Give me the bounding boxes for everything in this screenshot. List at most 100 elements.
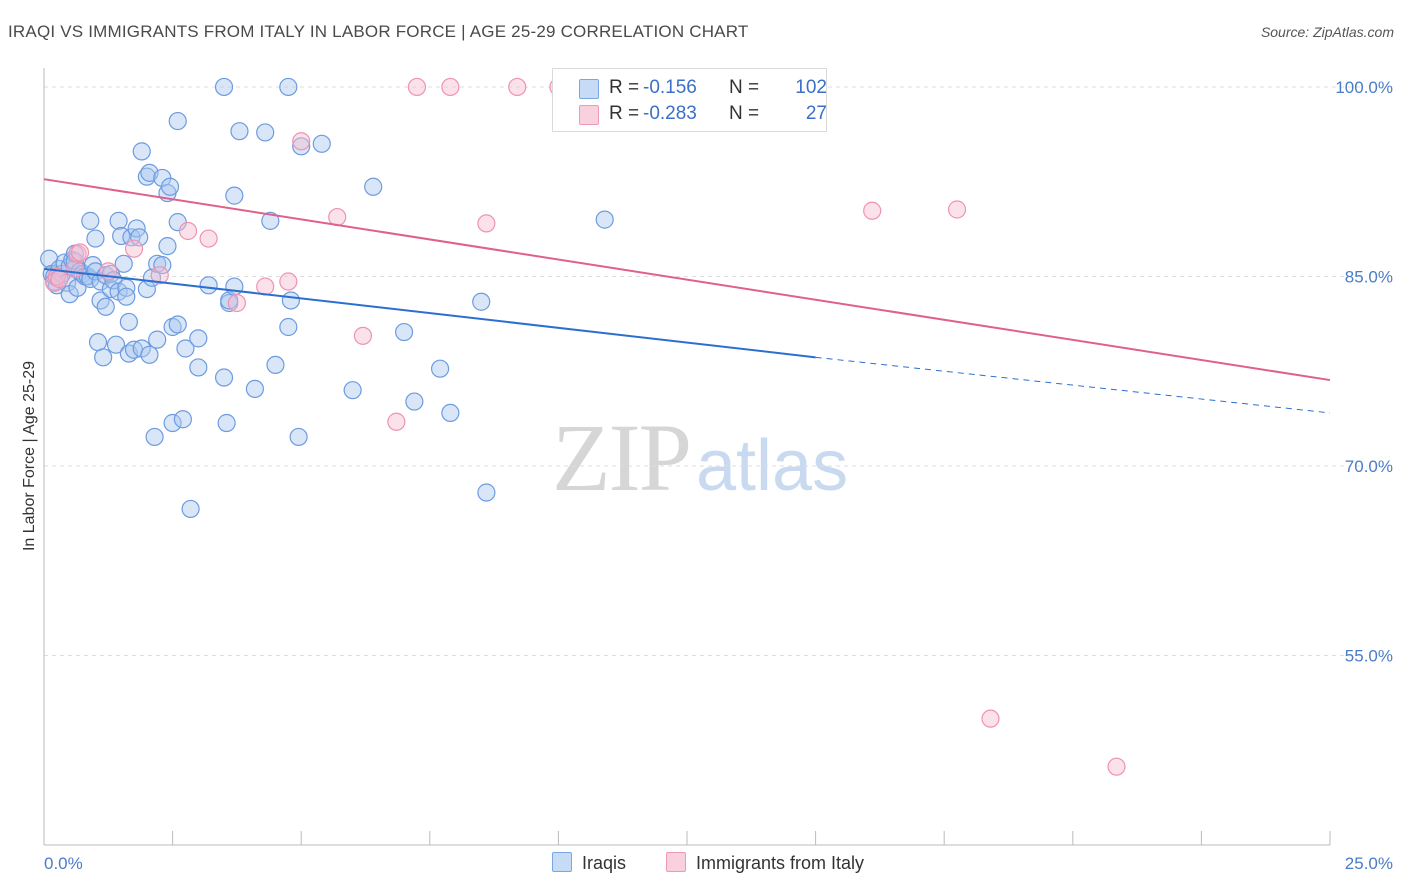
italy-trend-line [43, 178, 1331, 382]
iraqi-point [176, 339, 195, 358]
iraqi-point [181, 499, 200, 519]
legend-n-label: N = [729, 77, 760, 98]
iraqi-point [430, 359, 450, 378]
italy-point [199, 229, 218, 248]
y-tick-label: 55.0% [1345, 646, 1393, 665]
iraqi-point [281, 291, 301, 310]
chart-title: IRAQI VS IMMIGRANTS FROM ITALY IN LABOR … [8, 22, 749, 41]
italy-point [50, 269, 69, 289]
iraqi-point [343, 381, 362, 400]
iraqi-point [279, 77, 298, 97]
bottom-legend-swatch-iraqis [552, 852, 572, 872]
italy-point [407, 77, 427, 97]
iraqi-point [230, 122, 249, 141]
iraqi-point [96, 297, 115, 316]
italy-point [47, 267, 66, 286]
italy-point [65, 259, 84, 278]
iraqi-point [279, 317, 298, 337]
italy-point [70, 243, 90, 262]
iraqi-point [168, 315, 187, 334]
iraqis-trend-extension [815, 356, 1331, 414]
bottom-legend-iraqis: Iraqis [552, 852, 626, 874]
italy-point [256, 277, 275, 296]
x-tick-label: 0.0% [44, 854, 83, 873]
italy-point [279, 272, 298, 291]
italy-point [863, 201, 882, 220]
italy-point [508, 77, 527, 97]
legend-r-value: -0.156 [643, 77, 697, 98]
grid-layer [44, 86, 1360, 656]
x-tick-label: 25.0% [1345, 854, 1393, 873]
iraqi-point [88, 333, 108, 352]
iraqi-point [94, 348, 113, 367]
iraqi-point [158, 237, 177, 256]
iraqi-point [292, 137, 311, 156]
italy-point [441, 77, 460, 97]
iraqi-point [117, 287, 136, 306]
iraqi-point [595, 210, 614, 229]
tick-labels: 55.0% 70.0% 85.0% 100.0% 0.0% 25.0% [44, 78, 1393, 873]
bottom-legend-label-iraqis: Iraqis [582, 853, 627, 873]
italy-point [328, 207, 347, 227]
iraqis-trend-line [43, 267, 816, 359]
iraqi-point [225, 186, 244, 205]
legend-r-label: R = [609, 77, 640, 98]
iraqi-point [173, 410, 192, 429]
y-tick-label: 85.0% [1345, 267, 1393, 286]
iraqi-point [472, 292, 491, 311]
iraqi-point [189, 329, 208, 348]
watermark-zip: ZIP [552, 404, 692, 511]
iraqi-point [199, 276, 218, 295]
legend-n-label: N = [729, 103, 760, 124]
iraqi-point [477, 483, 496, 502]
iraqi-point [214, 77, 234, 97]
legend-r-value: -0.283 [643, 103, 697, 124]
italy-point [981, 709, 1000, 728]
iraqi-point [122, 228, 141, 247]
iraqi-point [140, 345, 159, 364]
iraqi-point [364, 177, 383, 196]
iraqi-point [86, 229, 105, 248]
y-tick-label: 70.0% [1345, 457, 1393, 476]
legend-n-value: 102 [795, 77, 827, 98]
iraqi-point [168, 111, 187, 131]
iraqi-point [81, 211, 100, 230]
italy-point [227, 293, 246, 313]
legend-swatch-italy [579, 105, 599, 125]
iraqi-point [261, 211, 280, 230]
italy-point [387, 412, 406, 431]
y-tick-label: 100.0% [1335, 78, 1393, 97]
italy-point [150, 266, 169, 285]
iraqi-point [312, 134, 331, 153]
iraqi-point [245, 379, 265, 399]
iraqi-point [289, 427, 308, 447]
iraqi-point [160, 177, 180, 196]
iraqi-point [114, 254, 133, 273]
iraqi-point [109, 211, 128, 230]
iraqis-points [40, 77, 614, 519]
iraqi-point [405, 392, 424, 411]
stats-legend: R = -0.156 N = 102 R = -0.283 N = 27 [552, 68, 827, 132]
italy-point [353, 326, 373, 345]
iraqi-point [189, 358, 208, 377]
iraqi-point [163, 317, 182, 337]
iraqi-point [148, 330, 167, 349]
axis-layer [43, 68, 1331, 846]
source-label: Source: ZipAtlas.com [1260, 24, 1394, 40]
iraqi-point [132, 142, 151, 161]
italy-point [124, 239, 144, 258]
legend-swatch-iraqis [579, 79, 599, 99]
italy-point [947, 200, 967, 219]
bottom-legend-swatch-italy [666, 852, 686, 872]
iraqi-point [145, 427, 164, 447]
legend-r-label: R = [609, 103, 640, 124]
bottom-legend-label-italy: Immigrants from Italy [696, 853, 865, 873]
iraqi-point [130, 228, 149, 247]
trend-lines [43, 178, 1331, 414]
iraqi-point [394, 322, 414, 342]
iraqi-point [217, 413, 236, 433]
iraqi-point [119, 312, 138, 332]
italy-points [45, 77, 1126, 776]
italy-point [292, 132, 311, 151]
